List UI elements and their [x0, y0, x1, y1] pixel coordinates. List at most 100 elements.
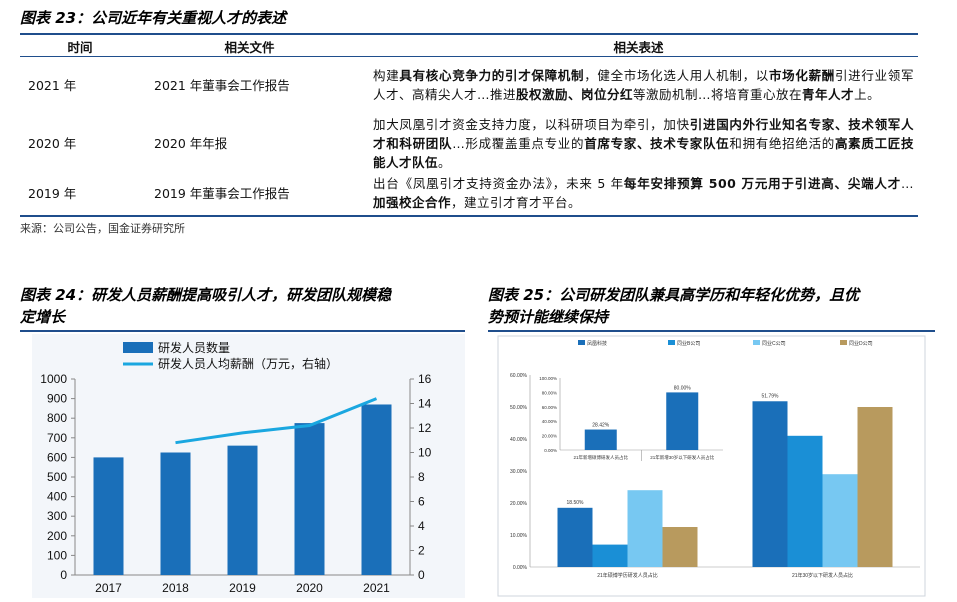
y2-tick-label: 14 [418, 397, 432, 411]
bar [160, 452, 191, 575]
description-text: 上。 [854, 87, 881, 102]
main-y-tick-label: 10.00% [510, 533, 528, 539]
legend-swatch [668, 340, 675, 345]
y-tick-label: 1000 [40, 372, 67, 386]
fig25-title-line1: 图表 25：公司研发团队兼具高学历和年轻化优势，且优 [488, 286, 860, 304]
fig24-title: 图表 24：研发人员薪酬提高吸引人才，研发团队规模稳 定增长 [20, 284, 391, 328]
row-description: 加大凤凰引才资金支持力度，以科研项目为牵引，加快引进国内外行业知名专家、技术领军… [359, 114, 918, 172]
emphasis-text: 具有核心竞争力的引才保障机制 [399, 68, 585, 83]
fig24-chart-svg: 0 100 200 300 400 500 600 700 800 900 1000 0 2 4 6 8 10 1… [32, 334, 465, 598]
fig24-title-line2: 定增长 [20, 308, 66, 326]
main-bar [752, 401, 788, 567]
fig25-title-line2: 势预计能继续保持 [488, 308, 609, 326]
emphasis-text: 市场化薪酬 [768, 68, 835, 83]
x-tick-label: 2019 [229, 581, 256, 595]
main-data-label: 51.79% [762, 393, 780, 399]
legend-label-bar: 研发人员数量 [158, 340, 230, 355]
fig25-rule [488, 330, 935, 332]
y-tick-label: 700 [47, 431, 67, 445]
emphasis-text: 青年人才 [802, 87, 855, 102]
bar [294, 423, 325, 575]
row-document: 2021 年董事会工作报告 [154, 77, 290, 93]
inset-category-label: 21年新增30岁以下研发人员占比 [650, 454, 715, 461]
y2-tick-label: 10 [418, 446, 432, 460]
main-category-label: 21年30岁以下研发人员占比 [792, 572, 853, 579]
description-text: 。 [438, 154, 452, 170]
table-row: 2019 年 2019 年董事会工作报告 出台《凤凰引才支持资金办法》，未来 5 年… [20, 172, 918, 214]
emphasis-text: 高素质工匠技能人才队伍 [373, 135, 914, 170]
description-text: 构建 [373, 68, 400, 83]
emphasis-text: 首席专家、技术专家队伍 [584, 135, 730, 151]
fig23-header-rule [20, 56, 918, 57]
y2-tick-label: 16 [418, 372, 432, 386]
y2-tick-label: 8 [418, 470, 425, 484]
inset-bar [584, 429, 617, 450]
description-text: 和拥有绝招绝活的 [729, 135, 835, 151]
table-header-row: 时间 相关文件 相关表述 [20, 36, 918, 56]
main-bar [592, 544, 628, 567]
inset-bar [666, 392, 699, 450]
bar [93, 457, 124, 575]
main-data-label: 18.50% [567, 500, 585, 506]
emphasis-text: 加强校企合作 [373, 195, 452, 210]
legend-swatch [840, 340, 847, 345]
table-row: 2020 年 2020 年年报 加大凤凰引才资金支持力度，以科研项目为牵引，加快引进… [20, 114, 918, 172]
inset-y-tick-label: 20.00% [542, 434, 557, 439]
row-document: 2019 年董事会工作报告 [154, 185, 290, 201]
main-category-label: 21年硕博学历研发人员占比 [597, 572, 658, 579]
row-document: 2020 年年报 [154, 135, 228, 151]
y-tick-label: 400 [47, 490, 67, 504]
main-y-tick-label: 30.00% [510, 469, 528, 475]
y-tick-label: 900 [47, 392, 67, 406]
inset-data-label: 28.42% [592, 423, 610, 429]
x-tick-label: 2021 [363, 581, 390, 595]
y2-tick-label: 0 [418, 568, 425, 582]
y-tick-label: 300 [47, 509, 67, 523]
legend-swatch [578, 340, 585, 345]
main-y-tick-label: 40.00% [510, 437, 528, 443]
main-bar [857, 407, 893, 567]
y2-tick-label: 2 [418, 544, 425, 558]
main-y-tick-label: 50.00% [510, 405, 528, 411]
row-year: 2020 年 [28, 135, 77, 151]
x-tick-label: 2018 [162, 581, 189, 595]
description-text: 等激励机制…将培育重心放在 [633, 87, 803, 102]
fig24-rule [20, 330, 465, 332]
emphasis-text: 每年安排预算 500 万元用于引进高、尖端人才 [623, 176, 901, 191]
fig25-chart: 凤凰科技 同业B公司 同业C公司 同业D公司 0.00% 10.00% 20.00% 30.0… [488, 334, 935, 598]
row-year: 2019 年 [28, 185, 77, 201]
x-tick-label: 2017 [95, 581, 122, 595]
fig23-top-rule [20, 33, 918, 35]
legend-label: 同业D公司 [849, 340, 873, 347]
y2-tick-label: 12 [418, 421, 432, 435]
fig23-title: 图表 23：公司近年有关重视人才的表述 [20, 9, 287, 27]
emphasis-text: 引进国内外行业知名专家、技术领军人才和科研团队 [373, 116, 914, 151]
main-bar [822, 474, 858, 567]
description-text: ，健全市场化选人用人机制，以 [584, 68, 769, 83]
inset-y-tick-label: 60.00% [542, 405, 557, 410]
header-year: 时间 [67, 39, 93, 55]
y-tick-label: 800 [47, 411, 67, 425]
y-tick-label: 0 [60, 568, 67, 582]
legend-swatch-bar [123, 342, 153, 353]
fig24-chart: 0 100 200 300 400 500 600 700 800 900 1000 0 2 4 6 8 10 1… [20, 334, 465, 598]
legend-swatch [753, 340, 760, 345]
y-tick-label: 100 [47, 548, 67, 562]
main-y-tick-label: 60.00% [510, 373, 528, 379]
main-bar [662, 527, 698, 567]
bar [227, 445, 258, 575]
legend-label-line: 研发人员人均薪酬（万元，右轴） [158, 356, 338, 371]
row-description: 构建具有核心竞争力的引才保障机制，健全市场化选人用人机制，以市场化薪酬引进行业领… [359, 56, 918, 114]
inset-y-tick-label: 40.00% [542, 419, 557, 424]
inset-category-label: 21年新增硕博研发人员占比 [573, 454, 628, 461]
legend-label: 同业C公司 [762, 340, 786, 347]
main-y-tick-label: 20.00% [510, 501, 528, 507]
inset-background [536, 370, 731, 466]
emphasis-text: 股权激励、岗位分红 [516, 87, 634, 102]
legend-label: 同业B公司 [677, 340, 700, 347]
fig25-title: 图表 25：公司研发团队兼具高学历和年轻化优势，且优 势预计能继续保持 [488, 284, 859, 328]
bar [361, 404, 392, 575]
fig23-bottom-rule [20, 215, 918, 217]
main-bar [627, 490, 663, 567]
inset-y-tick-label: 100.00% [539, 376, 557, 381]
